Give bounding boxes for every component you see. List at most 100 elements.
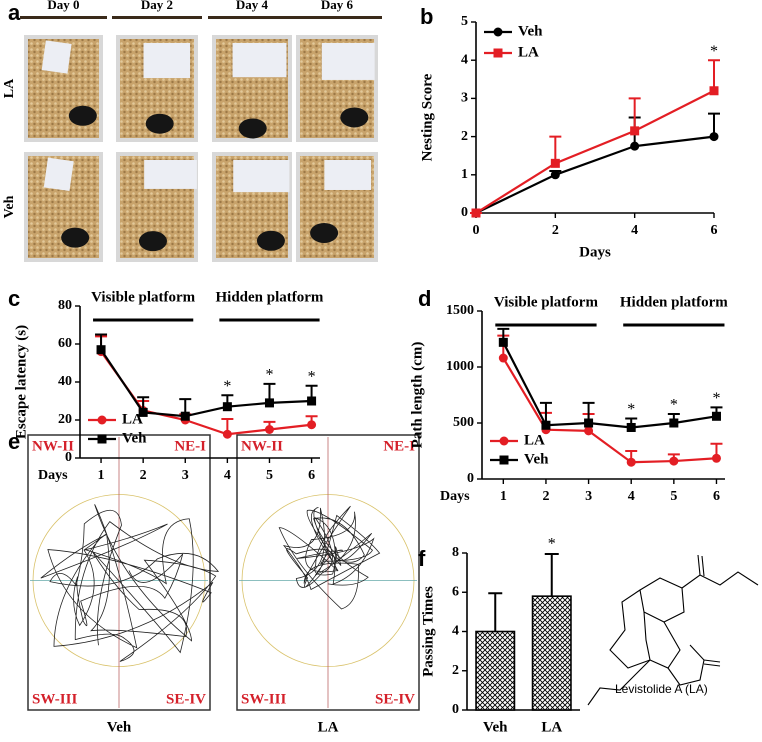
x-tick-label: 2 — [542, 489, 549, 504]
marker — [550, 158, 560, 168]
legend-label: Veh — [518, 23, 543, 39]
series-line — [502, 357, 717, 464]
marker — [264, 425, 274, 434]
plot-caption: Veh — [107, 719, 132, 735]
legend-label: Veh — [122, 430, 147, 446]
x-axis-label: Days — [579, 244, 611, 260]
x-axis-label: Days — [440, 489, 470, 504]
panel-label: e — [8, 429, 20, 454]
significance-mark: * — [308, 368, 316, 385]
panel-label: a — [8, 0, 21, 25]
nesting-paper — [143, 43, 191, 79]
plot-caption: LA — [318, 719, 339, 735]
swim-track — [278, 505, 381, 610]
band-label: Hidden platform — [620, 294, 728, 310]
y-tick-label: 500 — [453, 415, 474, 430]
x-tick-label: 6 — [308, 468, 315, 483]
y-tick-label: 3 — [461, 91, 468, 106]
y-tick-label: 20 — [58, 412, 72, 427]
quadrant-label: NW-II — [241, 438, 283, 454]
marker — [626, 422, 636, 432]
legend-label: LA — [122, 411, 143, 427]
marker — [669, 456, 679, 466]
nesting-paper — [144, 160, 197, 189]
y-tick-label: 40 — [58, 374, 72, 389]
y-tick-label: 80 — [58, 298, 72, 313]
y-axis-label: Escape latency (s) — [13, 325, 29, 439]
column-header: Day 4 — [236, 0, 269, 12]
band-label: Visible platform — [91, 289, 196, 305]
y-tick-label: 0 — [65, 450, 72, 465]
y-tick-label: 4 — [452, 624, 459, 639]
x-tick-label: 1 — [98, 468, 105, 483]
nesting-paper — [41, 40, 72, 74]
nesting-paper — [321, 43, 375, 80]
y-tick-label: 0 — [461, 205, 468, 220]
marker — [550, 170, 560, 180]
column-header: Day 2 — [141, 0, 173, 12]
series-line — [475, 89, 715, 214]
series-line — [475, 135, 715, 214]
marker — [498, 337, 508, 347]
marker — [711, 453, 721, 463]
marker — [499, 455, 509, 465]
marker — [711, 411, 721, 421]
significance-mark: * — [627, 401, 635, 418]
quadrant-label: SW-III — [32, 691, 77, 707]
x-tick-label: 3 — [182, 468, 189, 483]
nesting-paper — [233, 160, 290, 193]
y-tick-label: 1000 — [446, 359, 474, 374]
x-tick-label: 4 — [224, 468, 231, 483]
significance-mark: * — [265, 367, 273, 384]
nesting-paper — [324, 160, 372, 190]
header-bar — [112, 16, 202, 19]
panel-label: d — [418, 286, 431, 311]
marker — [630, 126, 640, 136]
y-tick-label: 6 — [452, 584, 459, 599]
x-tick-label: Veh — [483, 719, 508, 735]
nesting-paper — [43, 157, 74, 191]
legend-label: LA — [518, 44, 539, 60]
y-tick-label: 0 — [452, 702, 459, 717]
mouse — [61, 227, 90, 248]
mouse — [340, 107, 369, 128]
marker — [584, 418, 594, 428]
quadrant-label: SE-IV — [166, 691, 206, 707]
x-axis-label: Days — [38, 468, 68, 483]
y-tick-label: 8 — [452, 545, 459, 560]
legend-label: LA — [524, 432, 545, 448]
band-label: Visible platform — [494, 294, 599, 310]
significance-mark: * — [223, 378, 231, 395]
y-tick-label: 4 — [461, 52, 468, 67]
mouse — [238, 118, 267, 139]
x-tick-label: LA — [541, 719, 562, 735]
y-tick-label: 1 — [461, 167, 468, 182]
x-tick-label: 2 — [552, 223, 559, 238]
header-bar — [292, 16, 382, 19]
marker — [498, 353, 508, 363]
error-bar — [488, 592, 503, 632]
marker — [499, 436, 509, 446]
y-tick-label: 2 — [452, 663, 459, 678]
x-tick-label: 5 — [670, 489, 677, 504]
nesting-paper — [232, 43, 287, 78]
chemical-structure — [587, 554, 759, 706]
x-tick-label: 6 — [711, 223, 718, 238]
quadrant-label: NE-I — [383, 438, 415, 454]
x-tick-label: 6 — [713, 489, 720, 504]
x-tick-label: 4 — [628, 489, 635, 504]
panel-label: b — [420, 4, 433, 29]
marker — [264, 398, 274, 408]
panel-label: c — [8, 286, 20, 311]
panel-label: f — [418, 546, 426, 571]
y-tick-label: 0 — [467, 471, 474, 486]
significance-mark: * — [670, 397, 678, 414]
significance-mark: * — [548, 536, 556, 553]
marker — [584, 426, 594, 436]
x-tick-label: 0 — [473, 223, 480, 238]
bar — [475, 630, 516, 711]
significance-mark: * — [712, 390, 720, 407]
marker — [180, 411, 190, 421]
row-label: LA — [2, 78, 17, 98]
